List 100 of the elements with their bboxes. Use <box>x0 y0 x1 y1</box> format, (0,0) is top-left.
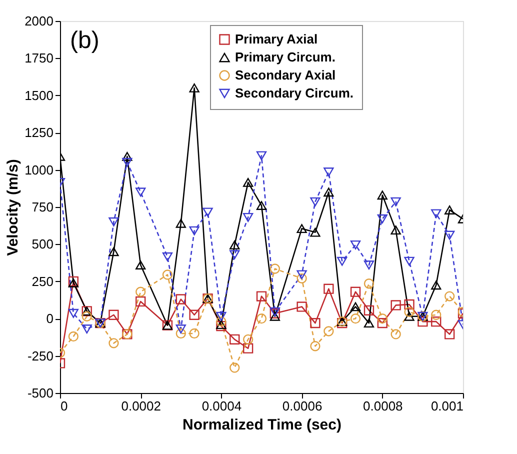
point <box>310 318 320 328</box>
point <box>270 264 280 274</box>
point <box>404 299 414 310</box>
point <box>189 328 200 339</box>
point <box>230 334 240 345</box>
point <box>202 208 213 217</box>
point <box>431 209 442 218</box>
point <box>324 188 334 197</box>
point <box>296 270 307 280</box>
legend-label: Primary Axial <box>235 32 318 46</box>
point <box>444 329 455 340</box>
point <box>176 218 186 228</box>
point <box>216 312 226 321</box>
point <box>431 316 442 327</box>
point <box>136 296 146 307</box>
point <box>350 240 361 250</box>
point <box>310 197 320 206</box>
y-tick-label: 2000 <box>24 14 54 28</box>
point <box>350 302 361 312</box>
point <box>377 190 388 200</box>
y-tick-label: 250 <box>32 274 54 289</box>
point <box>337 256 348 266</box>
point <box>230 240 240 250</box>
point <box>404 306 414 317</box>
point <box>444 206 455 214</box>
y-tick-label: 1500 <box>24 88 54 103</box>
point <box>296 302 307 312</box>
point <box>431 310 442 320</box>
y-tick-label: 1000 <box>24 162 54 178</box>
y-tick-label: 1750 <box>24 50 54 66</box>
point <box>122 158 132 167</box>
point <box>122 152 132 161</box>
point <box>364 318 374 328</box>
point <box>243 343 254 354</box>
legend-label: Secondary Axial <box>235 68 336 82</box>
x-tick-label: 0 <box>60 398 68 414</box>
point <box>82 324 92 334</box>
point <box>390 329 401 340</box>
point <box>189 83 200 92</box>
point <box>136 286 146 297</box>
point <box>189 310 200 320</box>
point <box>243 178 254 187</box>
y-axis-title: Velocity (m/s) <box>4 159 22 256</box>
x-axis-title: Normalized Time (sec) <box>182 416 342 434</box>
point <box>243 212 254 222</box>
point <box>324 326 334 336</box>
point <box>324 168 334 177</box>
y-tick-label: 500 <box>32 236 54 252</box>
point <box>350 286 361 297</box>
point <box>108 338 119 348</box>
point <box>136 260 146 270</box>
point <box>350 314 361 324</box>
point <box>364 305 374 316</box>
point <box>270 312 280 321</box>
x-tick-label: 0.001 <box>430 398 464 414</box>
point <box>377 214 388 224</box>
point <box>108 247 119 256</box>
y-tick-label: -500 <box>27 386 54 400</box>
y-tick-label: -250 <box>27 348 54 364</box>
point <box>68 308 78 318</box>
point <box>364 260 374 270</box>
point <box>256 291 267 302</box>
annotation: (b) <box>70 27 100 54</box>
point <box>243 334 254 344</box>
y-tick-label: 1250 <box>24 125 54 140</box>
point <box>296 224 307 234</box>
x-tick-label: 0.0002 <box>121 398 161 414</box>
point <box>404 256 414 266</box>
point <box>404 312 414 321</box>
point <box>82 311 92 322</box>
x-tick-label: 0.0004 <box>202 398 242 414</box>
point <box>418 316 428 327</box>
point <box>256 151 267 160</box>
point <box>444 230 455 240</box>
point <box>296 273 307 284</box>
point <box>176 294 186 304</box>
point <box>162 270 173 280</box>
point <box>390 226 401 235</box>
point <box>390 197 401 206</box>
point <box>444 291 455 302</box>
point <box>364 278 374 289</box>
point <box>68 331 78 342</box>
point <box>108 217 119 226</box>
point <box>377 314 388 324</box>
point <box>324 284 334 294</box>
point <box>162 252 173 262</box>
point <box>230 362 240 373</box>
point <box>256 314 267 324</box>
point <box>176 328 186 339</box>
point <box>377 318 388 328</box>
legend-label: Primary Circum. <box>235 50 336 64</box>
x-tick-label: 0.0008 <box>363 398 403 414</box>
point <box>216 316 226 327</box>
point <box>136 188 146 197</box>
point <box>189 226 200 236</box>
point <box>310 228 320 237</box>
legend-label: Secondary Circum. <box>235 86 354 100</box>
y-tick-label: 750 <box>32 200 54 214</box>
point <box>230 250 240 260</box>
point <box>390 300 401 310</box>
